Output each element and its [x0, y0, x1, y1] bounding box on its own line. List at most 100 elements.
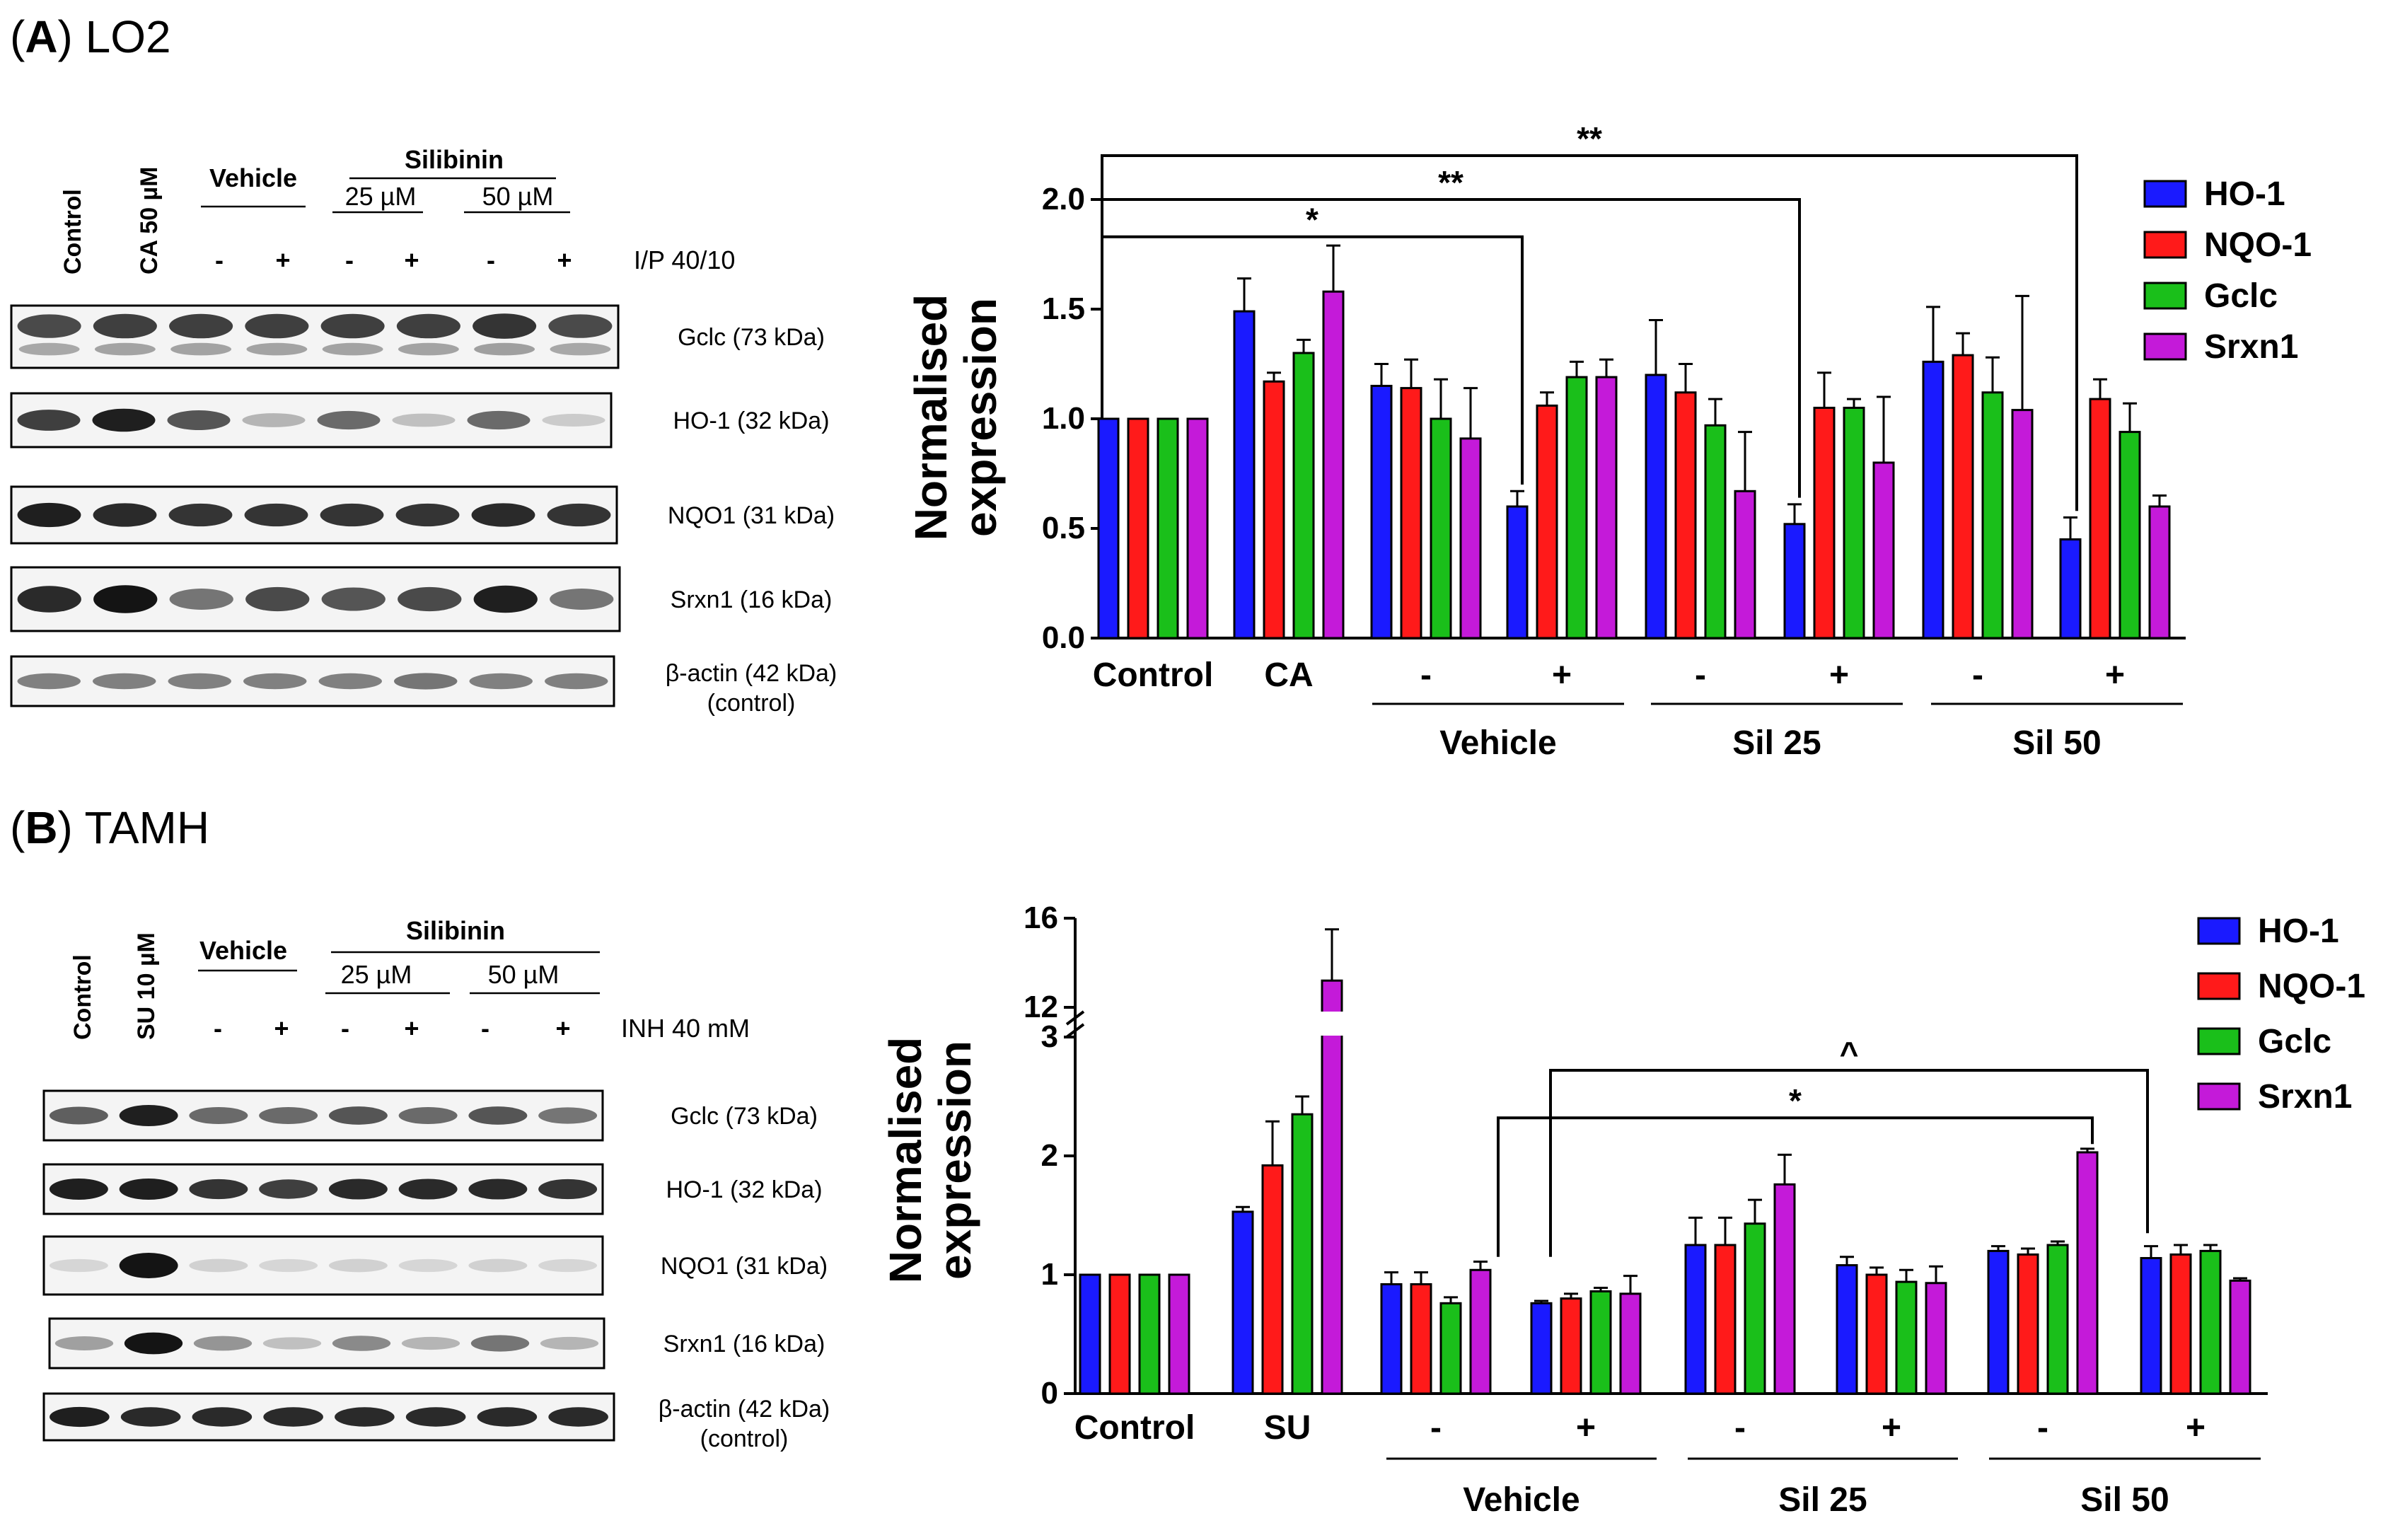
chart-b-bar — [2017, 1253, 2039, 1395]
chart-a-bar — [1127, 417, 1149, 639]
blot-b-band — [259, 1106, 318, 1125]
chart-a-bar — [1783, 523, 1806, 639]
chart-a-bar — [1459, 437, 1482, 639]
chart-b-y-tick-label: 2 — [1041, 1138, 1058, 1173]
chart-a-category-label: - — [1972, 656, 1983, 694]
chart-a-bar — [2119, 431, 2141, 639]
blot-b-band — [189, 1179, 248, 1200]
chart-b-group-label: Sil 50 — [2080, 1481, 2169, 1519]
chart-a-y-tick-label: 0.0 — [1042, 620, 1085, 655]
chart-a-bar — [1322, 290, 1345, 639]
blot-a-band — [168, 673, 231, 690]
blot-a-band-secondary — [398, 342, 459, 356]
chart-a-bar — [1565, 376, 1588, 639]
chart-b-legend-label: Srxn1 — [2258, 1078, 2352, 1116]
blot-b-band — [49, 1258, 108, 1273]
blot-a-band — [242, 413, 306, 427]
chart-b-bar — [1261, 1164, 1284, 1395]
chart-a-bar — [1734, 490, 1756, 639]
blot-a-treatment-label: I/P 40/10 — [634, 245, 735, 274]
blot-a-band — [467, 410, 531, 430]
blot-b-sign: + — [404, 1014, 419, 1043]
blot-b-band — [259, 1258, 318, 1273]
chart-b-category-label: + — [1882, 1409, 1901, 1447]
chart-b-bar-break-gap — [1319, 1012, 1345, 1036]
blot-b-band — [193, 1336, 253, 1351]
chart-b-group-label: Vehicle — [1463, 1481, 1580, 1519]
blot-a-band — [469, 673, 533, 690]
chart-a-bar — [1645, 374, 1667, 639]
chart-a-bar — [1157, 417, 1179, 639]
blot-a-band — [17, 586, 81, 613]
chart-a-category-label: + — [2105, 656, 2125, 694]
chart-b-bar — [2169, 1253, 2192, 1395]
blot-b-band — [470, 1335, 530, 1352]
chart-a-bar — [1430, 417, 1452, 639]
chart-a-y-label-line1: Normalised — [905, 294, 956, 541]
blot-a-band — [547, 503, 611, 527]
blot-b-sign: - — [341, 1014, 349, 1043]
chart-b-category-label: - — [2037, 1409, 2048, 1447]
chart-b-bar — [1560, 1297, 1582, 1395]
blot-a-band — [473, 313, 537, 339]
blot-a-band — [398, 586, 462, 612]
blot-a-band — [321, 587, 386, 611]
chart-b-y-label-line2: expression — [929, 1041, 980, 1280]
blot-a-band — [471, 503, 535, 527]
chart-a-bar — [1536, 404, 1558, 639]
blot-b-band — [120, 1407, 181, 1427]
chart-b-axis-break-mark — [1065, 1010, 1085, 1026]
blot-a-sign: - — [487, 245, 495, 274]
blot-a-dose2-label: 50 µM — [482, 182, 554, 211]
chart-a-bar — [1186, 417, 1209, 639]
blot-a-sign: - — [215, 245, 224, 274]
blot-b-band — [538, 1107, 598, 1124]
blot-b-band — [49, 1106, 108, 1125]
blot-a-band — [17, 502, 81, 528]
chart-a-bar — [1233, 310, 1256, 639]
chart-a-bar — [1704, 424, 1727, 639]
blot-a-sign: + — [557, 245, 572, 274]
blot-b-band-sublabel: (control) — [700, 1425, 789, 1452]
chart-b-significance-bracket — [1549, 1069, 2149, 1257]
chart-a-significance-bracket — [1101, 154, 2078, 511]
chart-b-bar — [1530, 1302, 1553, 1395]
chart-b-bar — [1291, 1113, 1314, 1395]
blot-a-band — [245, 313, 309, 339]
blot-b-band — [540, 1336, 599, 1350]
blot-a-band — [93, 503, 157, 527]
chart-a-category-label: - — [1420, 656, 1432, 694]
chart-b-bar — [1108, 1273, 1131, 1395]
blot-b-band-label: Gclc (73 kDa) — [671, 1103, 818, 1130]
blot-b-sign: - — [481, 1014, 489, 1043]
chart-b-legend-swatch — [2197, 1027, 2241, 1055]
blot-a-band-secondary — [18, 342, 80, 356]
chart-a-legend-label: NQO-1 — [2204, 226, 2312, 264]
chart-a-bar — [1370, 385, 1393, 639]
blot-b-sign: + — [555, 1014, 570, 1043]
blot-a-band — [169, 589, 233, 610]
blot-a-band-secondary — [170, 342, 232, 356]
chart-b-bar — [1168, 1273, 1190, 1395]
blot-b-dose2-label: 50 µM — [488, 960, 560, 989]
chart-a-bar — [1952, 354, 1974, 639]
chart-a-bar — [1292, 352, 1315, 639]
blot-a-band-sublabel: (control) — [707, 690, 796, 717]
blot-a-band — [320, 503, 384, 527]
blot-b-band — [119, 1252, 178, 1279]
panel-title-part: ) TAMH — [58, 802, 210, 853]
chart-a-group-label: Sil 25 — [1732, 724, 1821, 762]
chart-b-bar — [2229, 1279, 2251, 1395]
blot-b-band — [262, 1337, 322, 1350]
blot-b-band-label: β-actin (42 kDa) — [659, 1396, 830, 1423]
blot-a-band — [93, 313, 157, 339]
chart-b-bar — [1619, 1292, 1642, 1395]
blot-b-band — [50, 1406, 110, 1428]
chart-a-category-label: Control — [1093, 656, 1214, 694]
chart-b-bar — [1714, 1244, 1737, 1395]
panel-a-title: (A) LO2 — [10, 11, 171, 62]
blot-b-band — [119, 1179, 178, 1200]
chart-a-legend-label: Gclc — [2204, 277, 2278, 315]
panel-title-part: ( — [10, 11, 25, 62]
chart-a-category-label: + — [1552, 656, 1572, 694]
